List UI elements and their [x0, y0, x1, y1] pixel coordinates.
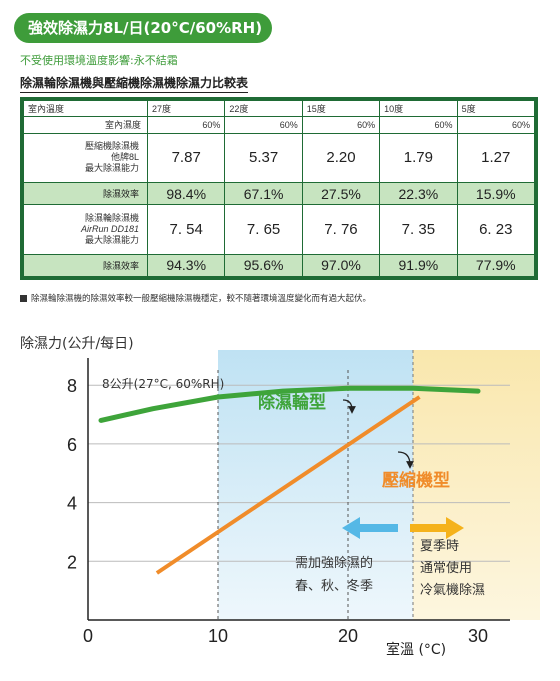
value-cell: 97.0%	[301, 253, 381, 278]
value-cell: 6. 23	[456, 204, 536, 255]
row-label: 除濕輪除濕機 AirRun DD181 最大除濕能力	[23, 204, 148, 255]
yellow-right-arrow-icon	[410, 517, 464, 539]
humidity-cell: 60%	[379, 115, 458, 134]
summer-annotation-line: 冷氣機除濕	[420, 583, 485, 598]
comparison-table-frame: 室內溫度 27度 22度 15度 10度 5度 室內濕度 60% 60% 60%…	[20, 97, 538, 280]
x-tick-label: 10	[208, 626, 228, 646]
value-cell: 27.5%	[301, 181, 381, 206]
value-cell: 77.9%	[456, 253, 536, 278]
row-label-line: 最大除濕能力	[84, 234, 139, 245]
value-cell: 1.27	[456, 132, 536, 183]
header-title: 強效除濕力8L/日(20°C/60%RH)	[14, 13, 272, 43]
chart-title: 除濕力(公升/每日)	[20, 336, 134, 352]
summer-annotation-line: 夏季時	[420, 539, 459, 554]
row-label-line: 壓縮機除濕機	[84, 141, 139, 152]
row-label: 壓縮機除濕機 他牌8L 最大除濕能力	[23, 132, 148, 183]
value-cell: 7. 76	[301, 204, 381, 255]
temp-cell: 5度	[456, 100, 536, 117]
bullet-square-icon	[20, 295, 27, 302]
table-row: 除濕效率 98.4% 67.1% 27.5% 22.3% 15.9%	[23, 181, 536, 206]
desiccant-series-label: 除濕輪型	[258, 392, 326, 413]
x-tick-label: 20	[338, 626, 358, 646]
row-label-line: 他牌8L	[110, 152, 139, 163]
value-cell: 95.6%	[224, 253, 303, 278]
row-label: 除濕效率	[23, 253, 148, 278]
x-tick-label: 0	[83, 626, 93, 646]
table-row: 除濕效率 94.3% 95.6% 97.0% 91.9% 77.9%	[23, 253, 536, 278]
temp-cell: 22度	[224, 100, 303, 117]
temp-cell: 15度	[301, 100, 381, 117]
temperature-header-row: 室內溫度 27度 22度 15度 10度 5度	[23, 100, 536, 117]
table-title: 除濕輪除濕機與壓縮機除濕機除濕力比較表	[20, 74, 249, 93]
subtitle: 不受使用環境溫度影響:永不結霜	[20, 54, 178, 67]
value-cell: 94.3%	[146, 253, 226, 278]
value-cell: 98.4%	[146, 181, 226, 206]
humidity-cell: 60%	[456, 115, 536, 134]
y-tick-label: 2	[67, 552, 77, 572]
compressor-pointer-arrow	[397, 451, 414, 469]
compressor-series-line	[155, 395, 421, 575]
value-cell: 7. 35	[379, 204, 458, 255]
x-tick-label: 30	[468, 626, 488, 646]
value-cell: 91.9%	[379, 253, 458, 278]
value-cell: 67.1%	[224, 181, 303, 206]
value-cell: 7. 65	[224, 204, 303, 255]
footnote-text: 除濕輪除濕機的除濕效率較一般壓縮機除濕機穩定，較不隨著環境溫度變化而有過大起伏。	[31, 294, 372, 304]
table-row: 壓縮機除濕機 他牌8L 最大除濕能力 7.87 5.37 2.20 1.79 1…	[23, 132, 536, 183]
compressor-series-label: 壓縮機型	[382, 470, 450, 491]
row-label-line: 最大除濕能力	[84, 163, 139, 174]
value-cell: 7. 54	[146, 204, 226, 255]
y-tick-label: 8	[67, 376, 77, 396]
summer-zone	[413, 350, 540, 620]
value-cell: 1.79	[379, 132, 458, 183]
value-cell: 5.37	[224, 132, 303, 183]
x-axis-label: 室溫 (°C)	[386, 641, 446, 658]
row-label: 除濕效率	[23, 181, 148, 206]
humidity-header-row: 室內濕度 60% 60% 60% 60% 60%	[23, 115, 536, 134]
blue-left-arrow-icon	[342, 517, 398, 539]
desiccant-pointer-arrow	[342, 399, 356, 414]
y-tick-label: 6	[67, 435, 77, 455]
row-label-line: AirRun DD181	[80, 223, 139, 234]
desiccant-series-line	[98, 385, 481, 423]
temp-cell: 27度	[146, 100, 226, 117]
corner-humidity-label: 室內濕度	[23, 115, 148, 134]
temp-cell: 10度	[379, 100, 458, 117]
table-row: 除濕輪除濕機 AirRun DD181 最大除濕能力 7. 54 7. 65 7…	[23, 204, 536, 255]
value-cell: 7.87	[146, 132, 226, 183]
y-tick-label: 4	[67, 494, 77, 514]
row-label-line: 除濕輪除濕機	[84, 212, 139, 223]
value-cell: 2.20	[301, 132, 381, 183]
footnote: 除濕輪除濕機的除濕效率較一般壓縮機除濕機穩定，較不隨著環境溫度變化而有過大起伏。	[20, 292, 371, 304]
humidity-cell: 60%	[224, 115, 303, 134]
spring-annotation-line: 需加強除濕的	[295, 555, 373, 571]
comparison-table: 室內溫度 27度 22度 15度 10度 5度 室內濕度 60% 60% 60%…	[23, 100, 536, 278]
value-cell: 22.3%	[379, 181, 458, 206]
spring-annotation-line: 春、秋、冬季	[295, 578, 373, 594]
value-cell: 15.9%	[456, 181, 536, 206]
summer-annotation-line: 通常使用	[420, 560, 472, 576]
corner-temp-label: 室內溫度	[23, 100, 148, 117]
humidity-cell: 60%	[146, 115, 226, 134]
y-axis-unit-label: 8公升(27°C, 60%RH)	[102, 377, 224, 391]
humidity-cell: 60%	[301, 115, 381, 134]
